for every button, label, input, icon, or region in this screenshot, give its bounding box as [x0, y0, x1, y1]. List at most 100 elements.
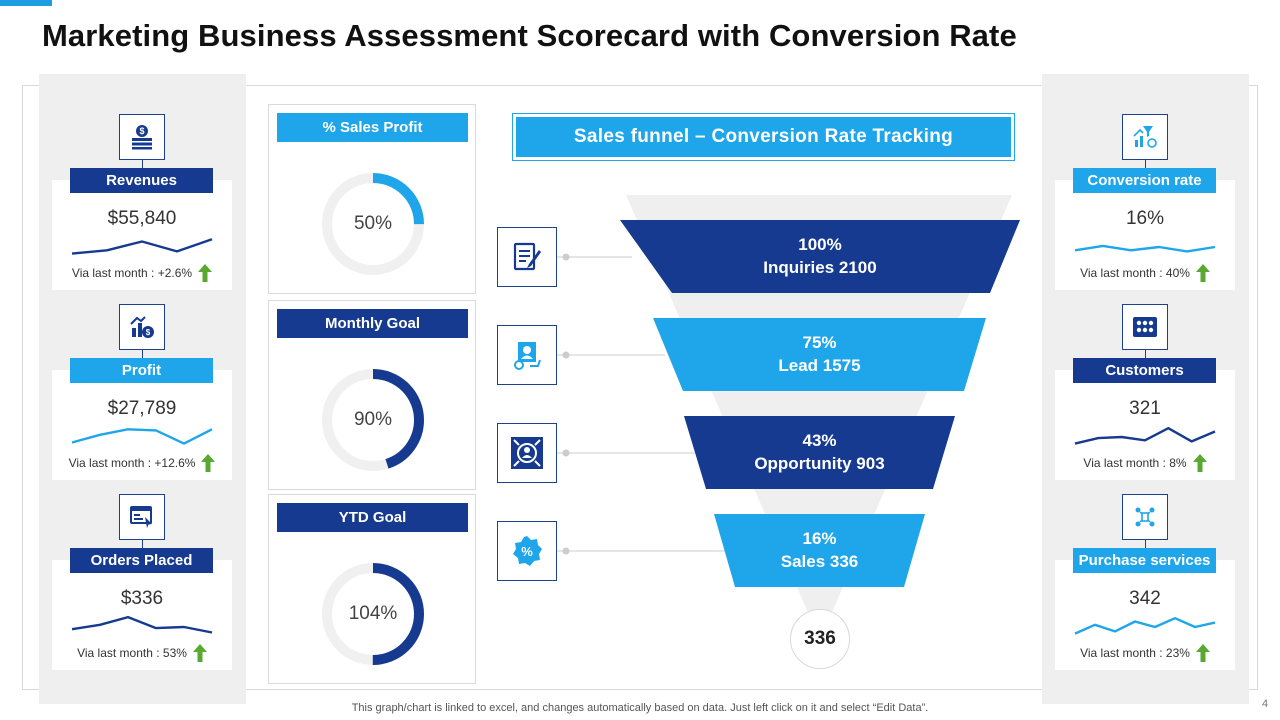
gauge-percent: 104%	[348, 603, 398, 624]
kpi-connector	[1145, 160, 1146, 168]
connector-dot	[562, 547, 570, 555]
kpi-label: Profit	[70, 358, 213, 383]
target-audience-icon	[497, 423, 557, 483]
kpi-footnote: Via last month : 40%	[1055, 264, 1235, 282]
kpi-change-text: Via last month : 23%	[1080, 646, 1190, 660]
funnel-final-value: 336	[790, 609, 850, 669]
kpi-value: $27,789	[107, 398, 177, 419]
up-arrow-icon	[198, 264, 213, 282]
stage-percent: 16%	[802, 529, 837, 548]
goal-card-monthly[interactable]: Monthly Goal 90%	[268, 300, 476, 490]
kpi-footnote: Via last month : 8%	[1055, 454, 1235, 472]
customers-group-icon	[1122, 304, 1168, 350]
funnel-stage-1[interactable]: 100% Inquiries 2100	[700, 233, 940, 279]
stage-label: Inquiries 2100	[763, 258, 877, 277]
connector-dot	[562, 253, 570, 261]
kpi-sparkline	[71, 615, 213, 634]
gauge-percent: 50%	[353, 213, 393, 234]
kpi-sparkline	[1074, 244, 1216, 253]
sparkline-trend	[1074, 427, 1216, 445]
connector-dot	[562, 351, 570, 359]
kpi-card-conversion-rate[interactable]: 16% Via last month : 40%	[1055, 180, 1235, 290]
stage-label: Lead 1575	[778, 356, 861, 375]
stage-label: Opportunity 903	[754, 454, 885, 473]
funnel-title-box: Sales funnel – Conversion Rate Tracking	[512, 113, 1015, 161]
goal-card-sales-profit[interactable]: % Sales Profit 50%	[268, 104, 476, 294]
kpi-change-text: Via last month : 40%	[1080, 266, 1190, 280]
gauge-progress-arc	[322, 563, 424, 665]
kpi-sparkline	[71, 428, 213, 445]
kpi-card-revenues[interactable]: $55,840 Via last month : +2.6%	[52, 180, 232, 290]
goal-title: % Sales Profit	[277, 113, 468, 142]
sparkline-trend	[1074, 244, 1216, 253]
kpi-connector	[142, 350, 143, 358]
up-arrow-icon	[1195, 264, 1210, 282]
gauge-progress-arc	[322, 173, 424, 275]
left-kpi-column: $55,840 Via last month : +2.6% $ Revenues $2…	[39, 74, 246, 704]
kpi-connector	[1145, 350, 1146, 358]
goal-title: YTD Goal	[277, 503, 468, 532]
up-arrow-icon	[1195, 644, 1210, 662]
right-kpi-column: 16% Via last month : 40% Conversion rate 32…	[1042, 74, 1249, 704]
kpi-label: Revenues	[70, 168, 213, 193]
stage-percent: 43%	[802, 431, 837, 450]
funnel-stage-band	[684, 416, 955, 489]
kpi-label: Conversion rate	[1073, 168, 1216, 193]
kpi-sparkline	[71, 238, 213, 255]
up-arrow-icon	[1192, 454, 1207, 472]
percent-badge-icon: %	[497, 521, 557, 581]
content-frame	[22, 85, 1258, 690]
funnel-stage-2[interactable]: 75% Lead 1575	[700, 331, 940, 377]
kpi-value: $336	[120, 588, 164, 609]
sparkline-trend	[1074, 617, 1216, 635]
kpi-value: 342	[1129, 588, 1161, 609]
kpi-connector	[142, 540, 143, 548]
kpi-connector	[1145, 540, 1146, 548]
goal-card-ytd[interactable]: YTD Goal 104%	[268, 494, 476, 684]
gauge-progress-arc	[322, 369, 424, 471]
purchase-services-icon	[1122, 494, 1168, 540]
web-order-icon	[119, 494, 165, 540]
sparkline-trend	[71, 428, 213, 445]
lead-generation-icon	[497, 325, 557, 385]
stage-percent: 75%	[802, 333, 837, 352]
footnote: This graph/chart is linked to excel, and…	[351, 702, 929, 714]
corner-accent	[0, 0, 52, 6]
kpi-label: Orders Placed	[70, 548, 213, 573]
profit-growth-icon: $	[119, 304, 165, 350]
funnel-stage-3[interactable]: 43% Opportunity 903	[700, 429, 940, 475]
gauge-ring	[322, 563, 424, 665]
dollar-coins-icon: $	[119, 114, 165, 160]
page-title: Marketing Business Assessment Scorecard …	[42, 18, 1017, 53]
kpi-change-text: Via last month : +12.6%	[68, 456, 196, 470]
sparkline-trend	[71, 238, 213, 255]
up-arrow-icon	[192, 644, 207, 662]
kpi-value: 16%	[1125, 208, 1165, 229]
gauge-percent: 90%	[353, 409, 393, 430]
kpi-card-customers[interactable]: 321 Via last month : 8%	[1055, 370, 1235, 480]
kpi-connector	[142, 160, 143, 168]
svg-text:$: $	[146, 328, 151, 337]
kpi-footnote: Via last month : 23%	[1055, 644, 1235, 662]
gauge-ring	[322, 173, 424, 275]
kpi-card-purchase-services[interactable]: 342 Via last month : 23%	[1055, 560, 1235, 670]
kpi-change-text: Via last month : 8%	[1083, 456, 1187, 470]
up-arrow-icon	[201, 454, 216, 472]
connector-dot	[562, 449, 570, 457]
kpi-card-orders-placed[interactable]: $336 Via last month : 53%	[52, 560, 232, 670]
gauge-ring	[322, 369, 424, 471]
svg-text:%: %	[521, 544, 533, 559]
funnel-stage-band	[620, 220, 1020, 293]
kpi-change-text: Via last month : 53%	[77, 646, 187, 660]
page-number: 4	[1262, 698, 1269, 710]
kpi-sparkline	[1074, 617, 1216, 635]
svg-text:$: $	[139, 126, 144, 136]
funnel-stage-band	[653, 318, 986, 391]
funnel-chart-icon	[1122, 114, 1168, 160]
funnel-stage-band	[714, 514, 925, 587]
kpi-footnote: Via last month : +2.6%	[52, 264, 232, 282]
funnel-stage-4[interactable]: 16% Sales 336	[700, 527, 940, 573]
kpi-card-profit[interactable]: $27,789 Via last month : +12.6%	[52, 370, 232, 480]
goal-title: Monthly Goal	[277, 309, 468, 338]
kpi-value: 321	[1129, 398, 1161, 419]
